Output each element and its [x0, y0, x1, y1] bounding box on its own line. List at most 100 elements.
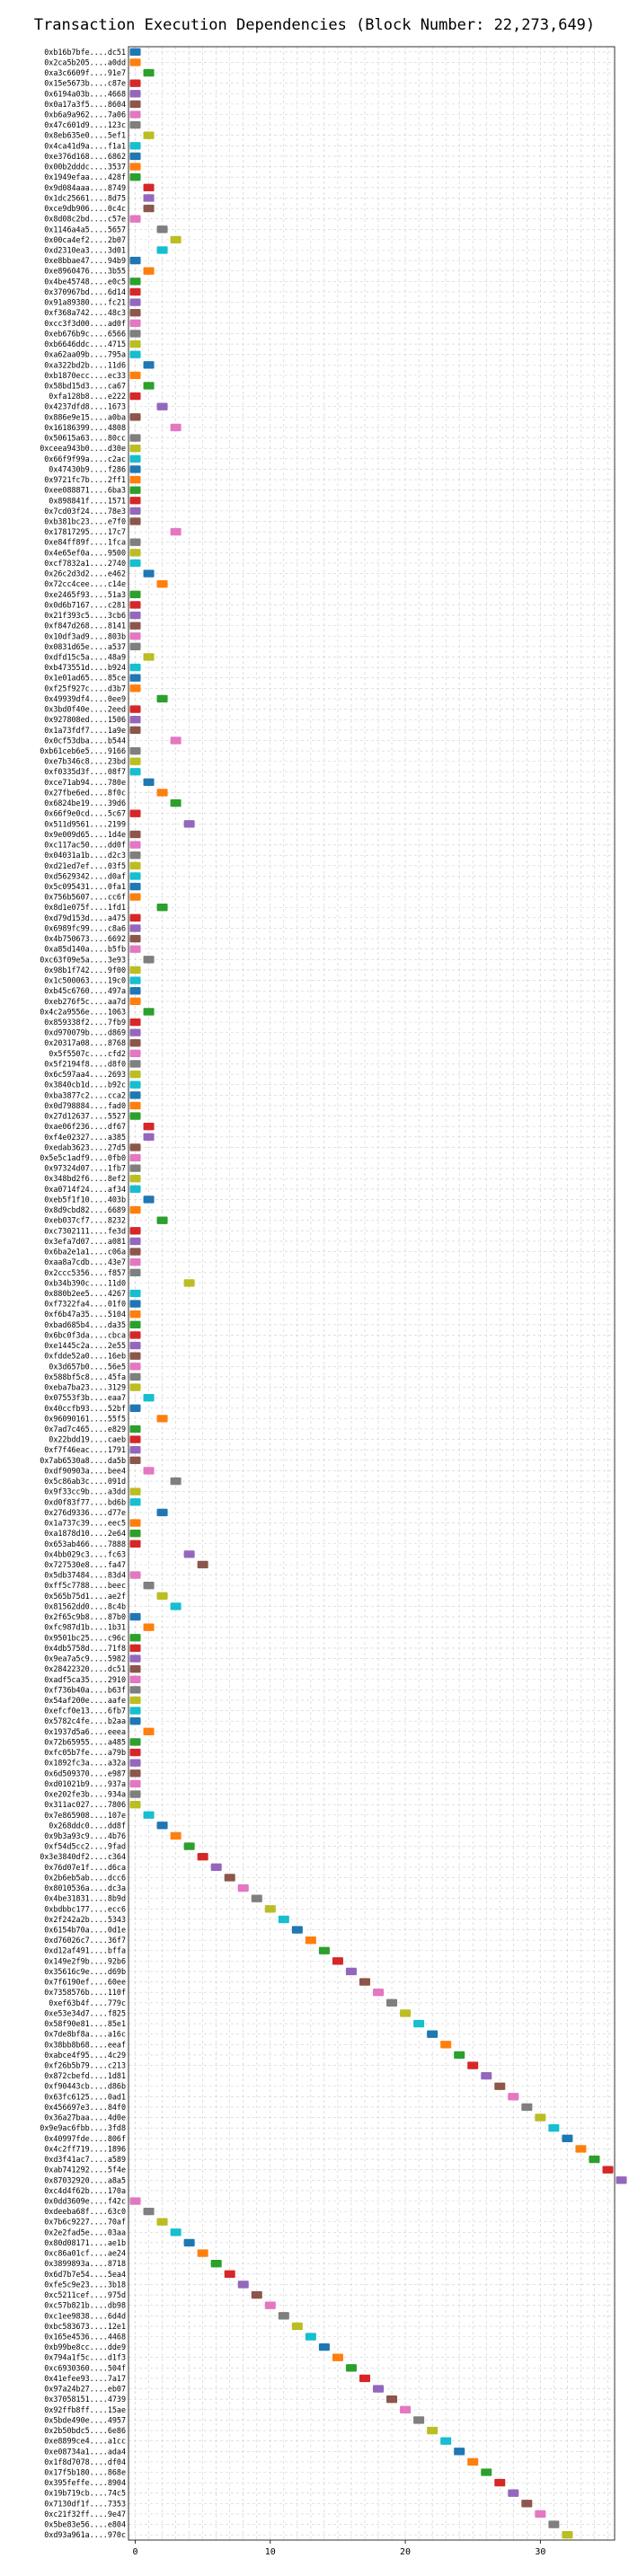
row-label: 0xbdbbc177....ecc6 — [44, 1904, 126, 1913]
dependency-bar — [575, 2145, 587, 2153]
dependency-bar — [143, 68, 155, 77]
row-label: 0x22bdd19....caeb — [49, 1435, 126, 1444]
row-label: 0x886e9e15....a0ba — [44, 412, 126, 421]
dependency-bar — [129, 684, 141, 693]
dependency-bar — [129, 1237, 141, 1246]
dependency-bar — [129, 1738, 141, 1746]
row-label: 0x50615a63....80cc — [44, 434, 126, 443]
dependency-bar — [129, 1800, 141, 1809]
row-label: 0x6d509370....e987 — [44, 1769, 126, 1778]
dependency-bar — [129, 663, 141, 672]
dependency-bar — [237, 1883, 249, 1892]
row-label: 0xc6930360....504f — [44, 2363, 126, 2372]
dependency-bar — [332, 1957, 343, 1965]
dependency-bar — [129, 986, 141, 995]
dependency-bar — [129, 1644, 141, 1653]
dependency-bar — [278, 2312, 289, 2320]
row-label: 0xa62aa09b....795a — [44, 350, 126, 359]
dependency-bar — [129, 1289, 141, 1298]
dependency-bar — [129, 1571, 141, 1579]
row-label: 0xb6646ddc....4715 — [44, 340, 126, 348]
dependency-bar — [143, 2207, 155, 2216]
dependency-bar — [129, 1300, 141, 1308]
row-label: 0x7de8bf8a....a16c — [44, 2030, 126, 2039]
dependency-bar — [129, 966, 141, 975]
dependency-bar — [129, 215, 141, 223]
row-label: 0x72cc4cee....c14e — [44, 579, 126, 588]
row-label: 0x27fbe6ed....8f0c — [44, 788, 126, 797]
row-label: 0x9e009d65....1d4e — [44, 830, 126, 839]
row-label: 0xfc987d1b....1b31 — [44, 1623, 126, 1632]
row-label: 0x9d084aaa....8749 — [44, 183, 126, 192]
dependency-bar — [386, 1998, 398, 2007]
dependency-bar — [156, 1822, 168, 1830]
dependency-bar — [143, 204, 155, 213]
row-label: 0xc1ee9838....6d4d — [44, 2311, 126, 2320]
dependency-bar — [129, 559, 141, 568]
row-label: 0xedab3623....27d5 — [44, 1142, 126, 1151]
dependency-bar — [129, 997, 141, 1005]
row-label: 0x6194a03b....4668 — [44, 89, 126, 98]
row-label: 0x4e65ef0a....9500 — [44, 548, 126, 557]
dependency-bar — [129, 1310, 141, 1319]
dependency-bar — [129, 298, 141, 306]
dependency-bar — [129, 924, 141, 932]
dependency-bar — [129, 58, 141, 66]
row-label: 0x40997fde....806f — [44, 2134, 126, 2143]
row-label: 0x3d657b0....56e5 — [49, 1362, 126, 1371]
dependency-bar — [156, 1592, 168, 1601]
row-label: 0x5bde490e....4957 — [44, 2415, 126, 2424]
row-label: 0x17817295....17c7 — [44, 527, 126, 536]
dependency-bar — [521, 2103, 533, 2112]
dependency-bar — [129, 1372, 141, 1381]
row-label: 0xe8bbae47....94b9 — [44, 256, 126, 265]
dependency-bar — [170, 235, 182, 244]
row-label: 0x58f90e81....85e1 — [44, 2019, 126, 2028]
row-label: 0xd5629342....d0af — [44, 871, 126, 880]
dependency-bar — [129, 768, 141, 776]
row-label: 0xf7322fa4....01f0 — [44, 1300, 126, 1309]
dependency-bar — [129, 79, 141, 87]
row-label: 0x2e2fad5e....03aa — [44, 2228, 126, 2236]
row-label: 0x9ea7a5c9....5982 — [44, 1654, 126, 1663]
row-label: 0x0a17a3f5....8604 — [44, 100, 126, 109]
dependency-bar — [156, 1216, 168, 1224]
row-label: 0x92ffb8ff....15ae — [44, 2405, 126, 2414]
row-label: 0x3efa7d07....a081 — [44, 1237, 126, 1246]
row-label: 0x98b1f742....9f00 — [44, 966, 126, 975]
dependency-bar — [454, 2051, 465, 2060]
dependency-bar — [129, 611, 141, 620]
row-label: 0xe84ff89f....1fca — [44, 538, 126, 547]
row-label: 0xeb5f1f10....403b — [44, 1195, 126, 1204]
row-label: 0xf368a742....48c3 — [44, 308, 126, 317]
row-label: 0x00b2dddc....3537 — [44, 163, 126, 172]
dependency-bar — [129, 1383, 141, 1391]
row-label: 0x21f393c5....3cb6 — [44, 611, 126, 620]
row-label: 0xf847d268....8141 — [44, 622, 126, 631]
row-label: 0x4c2a9556e....1063 — [40, 1007, 126, 1016]
dependency-bar — [143, 778, 155, 787]
row-label: 0x3840cb1d....b92c — [44, 1081, 126, 1090]
dependency-bar — [548, 2520, 560, 2528]
dependency-bar — [156, 225, 168, 234]
dependency-bar — [129, 152, 141, 161]
dependency-bar — [129, 497, 141, 505]
row-label: 0x1949efaa....428f — [44, 172, 126, 181]
dependency-bar — [129, 319, 141, 327]
dependency-bar — [129, 1049, 141, 1058]
row-label: 0x1892fc3a....a32a — [44, 1759, 126, 1768]
dependency-bar — [494, 2478, 506, 2487]
row-label: 0x63fc6125....0ad1 — [44, 2092, 126, 2101]
row-label: 0x0dd3609e....f42c — [44, 2197, 126, 2206]
row-label: 0x1a737c39....eec5 — [44, 1519, 126, 1528]
dependency-bar — [129, 444, 141, 453]
dependency-bar — [413, 2416, 425, 2424]
x-tick-label: 0 — [132, 2547, 137, 2557]
dependency-bar — [129, 861, 141, 869]
row-label: 0xb16b7bfe....dc51 — [44, 48, 126, 57]
dependency-bar — [129, 674, 141, 682]
dependency-bar — [156, 402, 168, 410]
dependency-bar — [197, 1560, 208, 1569]
row-label: 0x7cd03f24....78e3 — [44, 507, 126, 516]
